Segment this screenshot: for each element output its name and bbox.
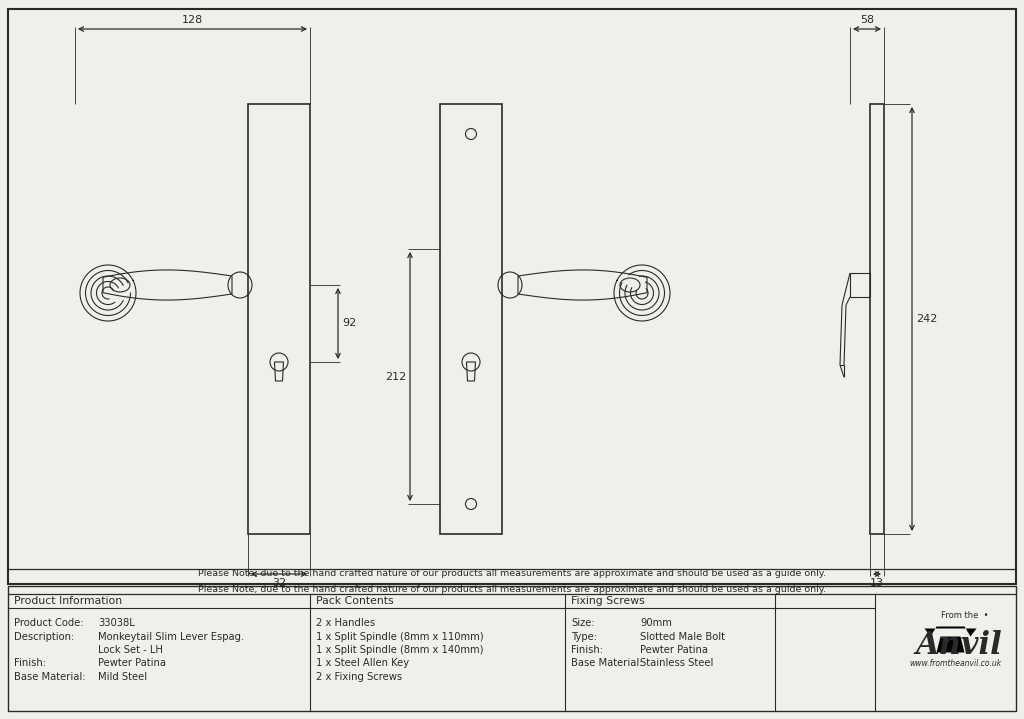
Text: 2 x Fixing Screws: 2 x Fixing Screws [316, 672, 402, 682]
Polygon shape [925, 626, 977, 636]
Text: Pewter Patina: Pewter Patina [98, 659, 166, 669]
Bar [8, 9, 1016, 584]
Bar [248, 104, 310, 534]
Text: Fixing Screws: Fixing Screws [571, 596, 645, 606]
Text: Pewter Patina: Pewter Patina [640, 645, 708, 655]
Text: 13: 13 [870, 578, 884, 588]
Text: 2 x Handles: 2 x Handles [316, 618, 375, 628]
Text: Please Note, due to the hand crafted nature of our products all measurements are: Please Note, due to the hand crafted nat… [198, 569, 826, 578]
Text: Product Information: Product Information [14, 596, 122, 606]
Text: 1 x Split Spindle (8mm x 140mm): 1 x Split Spindle (8mm x 140mm) [316, 645, 483, 655]
Polygon shape [937, 636, 965, 653]
Text: Base Material:: Base Material: [571, 659, 642, 669]
Bar [8, 586, 1016, 711]
Text: 58: 58 [860, 15, 874, 25]
Text: Anvil: Anvil [915, 631, 1001, 661]
Text: Pack Contents: Pack Contents [316, 596, 393, 606]
Text: Lock Set - LH: Lock Set - LH [98, 645, 163, 655]
Text: From the  •: From the • [941, 611, 988, 620]
Text: 242: 242 [916, 314, 937, 324]
Text: Monkeytail Slim Lever Espag.: Monkeytail Slim Lever Espag. [98, 631, 245, 641]
Bar [440, 104, 502, 534]
Bar [870, 104, 884, 534]
Text: Please Note, due to the hand crafted nature of our products all measurements are: Please Note, due to the hand crafted nat… [198, 585, 826, 595]
Text: Finish:: Finish: [571, 645, 603, 655]
Text: 1 x Steel Allen Key: 1 x Steel Allen Key [316, 659, 410, 669]
Text: 212: 212 [385, 372, 406, 382]
Text: Mild Steel: Mild Steel [98, 672, 147, 682]
Text: Stainless Steel: Stainless Steel [640, 659, 714, 669]
Text: 33038L: 33038L [98, 618, 135, 628]
Text: Type:: Type: [571, 631, 597, 641]
Text: 32: 32 [272, 578, 286, 588]
Text: Product Code:: Product Code: [14, 618, 84, 628]
Text: Description:: Description: [14, 631, 75, 641]
Text: www.fromtheanvil.co.uk: www.fromtheanvil.co.uk [909, 659, 1001, 667]
Bar [850, 273, 870, 297]
Text: 92: 92 [342, 319, 356, 329]
Text: 90mm: 90mm [640, 618, 672, 628]
Text: Slotted Male Bolt: Slotted Male Bolt [640, 631, 725, 641]
Text: Base Material:: Base Material: [14, 672, 85, 682]
Text: Finish:: Finish: [14, 659, 46, 669]
Text: 1 x Split Spindle (8mm x 110mm): 1 x Split Spindle (8mm x 110mm) [316, 631, 483, 641]
Text: 128: 128 [182, 15, 203, 25]
Text: Size:: Size: [571, 618, 595, 628]
